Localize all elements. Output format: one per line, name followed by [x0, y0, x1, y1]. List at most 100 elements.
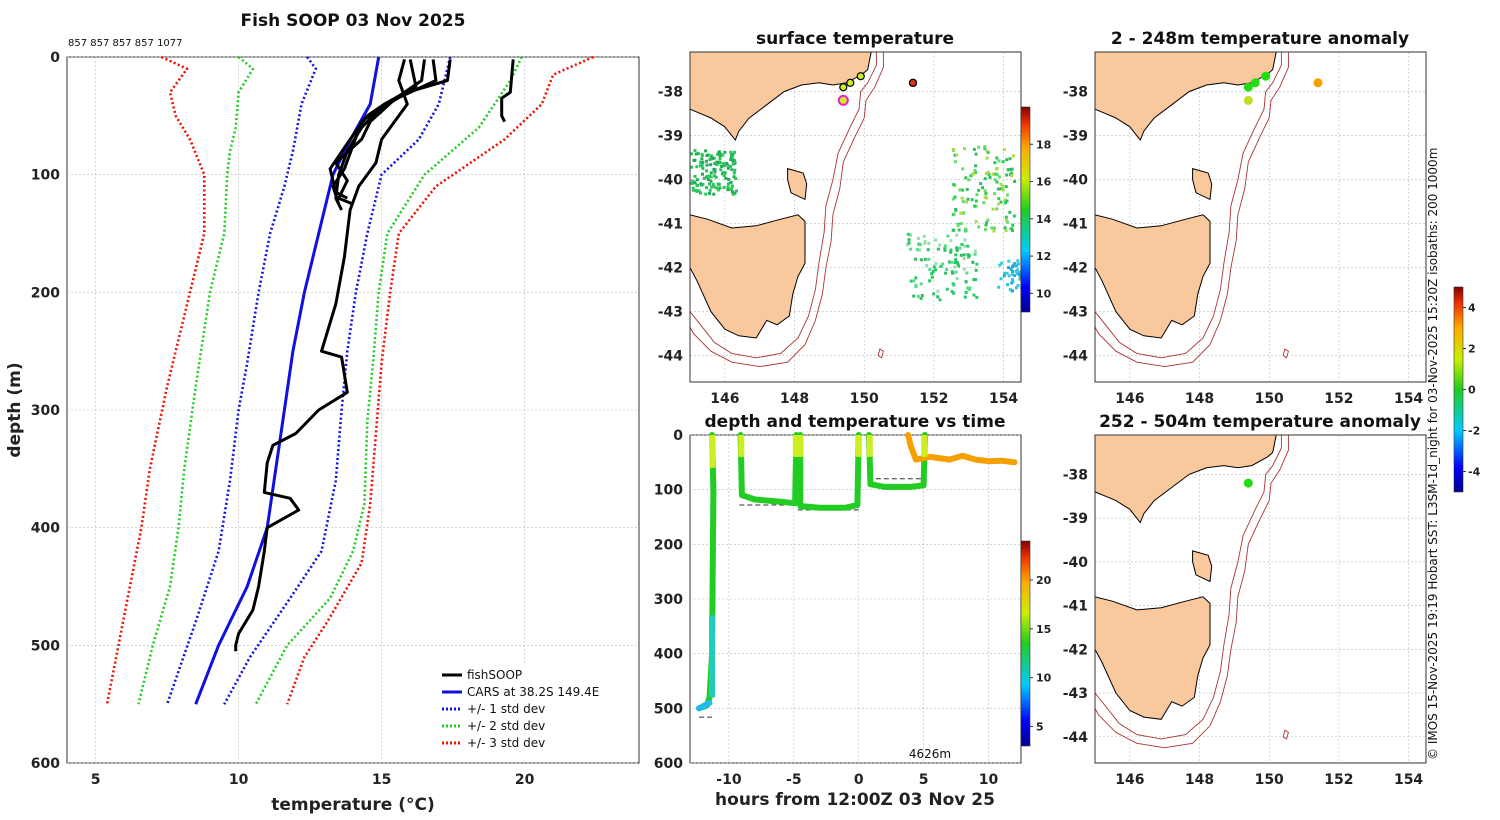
sst-pixel — [953, 153, 957, 157]
sst-pixel — [695, 189, 699, 193]
sst-pixel — [1016, 262, 1020, 266]
sst-pixel — [723, 150, 727, 154]
depth-trace-segment — [905, 432, 1018, 466]
sst-pixel — [974, 170, 978, 174]
sst-pixel — [934, 268, 938, 272]
sst-pixel — [916, 237, 920, 240]
sst-pixel — [722, 174, 726, 178]
sst-pixel — [963, 244, 967, 248]
sst-pixel — [959, 222, 963, 226]
sst-pixel — [718, 157, 722, 160]
sst-pixel — [979, 182, 983, 186]
sst-pixel — [972, 293, 976, 297]
sst-pixel — [960, 242, 964, 246]
sst-pixel — [722, 162, 726, 166]
sst-pixel — [972, 278, 976, 282]
sst-pixel — [953, 261, 957, 264]
sst-pixel — [966, 244, 970, 248]
sst-pixel — [960, 196, 964, 200]
sst-pixel — [959, 211, 963, 215]
sst-pixel — [1011, 289, 1015, 293]
profile-xtick-label: 10 — [229, 772, 249, 788]
depth-time-marks — [696, 432, 1018, 718]
sst-pixel — [1011, 270, 1015, 273]
sst-pixel — [974, 278, 978, 282]
sst-pixel — [999, 182, 1003, 186]
sst-pixel — [722, 170, 726, 174]
sst-pixel — [1005, 158, 1009, 162]
sst-pixel — [708, 182, 711, 186]
sst-pixel — [732, 171, 736, 175]
sst-colorbar-label: 10 — [1036, 287, 1052, 300]
sst-pixel — [973, 169, 977, 172]
sst-pixel — [701, 160, 705, 164]
sst-pixel — [731, 190, 734, 194]
sst-pixel — [934, 262, 938, 265]
sst-pixel — [695, 183, 699, 187]
depth-time-colorbar-label: 10 — [1036, 672, 1052, 685]
sst-pixel — [1002, 274, 1006, 278]
sst-pixel — [927, 241, 931, 245]
sst-pixel — [918, 248, 922, 252]
sst-pixel — [726, 188, 730, 192]
sst-pixel — [969, 174, 973, 178]
sst-pixel — [690, 181, 694, 185]
anomaly-colorbar-label: 2 — [1468, 343, 1476, 356]
sst-pixel — [1007, 168, 1011, 172]
anomaly-deep-panel: 146 148 150 152 154-38-39-40-41-42-43-44 252… — [1063, 286, 1481, 788]
sst-pixel — [732, 175, 736, 179]
tasmania — [1095, 214, 1211, 339]
sst-pixel — [995, 173, 999, 177]
map-ytick-label: -44 — [1063, 730, 1089, 746]
sst-pixel — [1012, 263, 1016, 267]
map-xtick-label: 154 — [1394, 391, 1423, 407]
sst-pixel — [701, 183, 705, 186]
sst-pixel — [700, 157, 704, 161]
sst-pixel — [1006, 283, 1009, 287]
sst-pixel — [1010, 278, 1014, 281]
cars-plus-2-std-line — [254, 56, 523, 705]
anomaly-deep-frame — [1094, 434, 1427, 764]
sst-pixel — [991, 172, 995, 176]
sst-pixel — [919, 296, 923, 300]
map-xtick-label: 146 — [710, 391, 739, 407]
map-ytick-label: -43 — [658, 305, 683, 321]
sst-pixel — [954, 258, 958, 261]
sst-pixel — [951, 282, 955, 286]
sst-pixel — [730, 168, 734, 172]
sst-pixel — [727, 177, 731, 181]
sst-pixel — [733, 150, 736, 154]
profile-ytick-label: 400 — [31, 521, 60, 537]
sst-pixel — [944, 271, 948, 275]
sst-pixel — [702, 176, 706, 180]
depth-time-colorbar-ticks: 5 10 15 20 — [1030, 574, 1052, 733]
sst-pixel — [710, 185, 714, 189]
sst-pixel — [968, 286, 972, 290]
sst-pixel — [920, 294, 924, 297]
sst-map-content — [690, 52, 1021, 368]
sst-pixel — [918, 243, 922, 247]
sst-pixel — [928, 268, 932, 272]
sst-pixel — [993, 178, 997, 182]
sst-pixel — [726, 185, 730, 189]
map-ytick-label: -39 — [658, 129, 683, 145]
sst-colorbar-ticks: 10 12 14 16 18 — [1030, 138, 1052, 300]
depth-time-title: depth and temperature vs time — [705, 412, 1006, 432]
depth-time-colorbar-label: 5 — [1036, 720, 1044, 733]
sst-pixel — [735, 189, 738, 193]
sst-pixel — [1018, 270, 1021, 274]
sst-pixel — [690, 165, 694, 169]
depth-trace-segment — [797, 432, 862, 511]
sst-pixel — [975, 295, 979, 299]
profile-title: Fish SOOP 03 Nov 2025 — [241, 11, 466, 31]
sst-pixel — [926, 248, 930, 252]
fishsoop-profile-line — [500, 59, 515, 123]
profile-ytick-label: 200 — [31, 285, 60, 301]
legend-cars: CARS at 38.2S 149.4E — [467, 685, 599, 699]
sst-pixel — [1015, 268, 1019, 272]
sst-pixel — [1003, 198, 1007, 202]
sst-pixel — [964, 291, 968, 294]
sst-pixel — [906, 232, 910, 236]
sst-map-title: surface temperature — [756, 29, 954, 49]
profile-ylabel: depth (m) — [5, 362, 25, 457]
